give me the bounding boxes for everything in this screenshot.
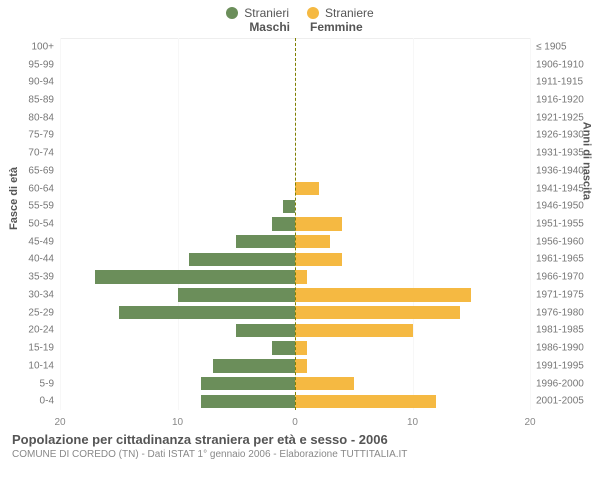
y-axis-label-left: Fasce di età bbox=[8, 167, 20, 230]
bar-female bbox=[295, 253, 342, 266]
birth-year-label: 1936-1940 bbox=[530, 165, 584, 176]
birth-year-label: 1971-1975 bbox=[530, 289, 584, 300]
bar-female bbox=[295, 235, 330, 248]
x-tick-label: 20 bbox=[524, 417, 535, 428]
birth-year-label: 1966-1970 bbox=[530, 272, 584, 283]
bar-female bbox=[295, 306, 460, 319]
age-group-label: 0-4 bbox=[40, 396, 60, 407]
bar-male bbox=[272, 217, 296, 230]
age-group-label: 100+ bbox=[31, 41, 60, 52]
age-group-label: 50-54 bbox=[28, 219, 60, 230]
age-group-label: 25-29 bbox=[28, 307, 60, 318]
bar-male bbox=[272, 341, 296, 354]
birth-year-label: 1951-1955 bbox=[530, 219, 584, 230]
x-tick-label: 0 bbox=[292, 417, 298, 428]
bar-female bbox=[295, 377, 354, 390]
footer: Popolazione per cittadinanza straniera p… bbox=[0, 428, 600, 460]
age-group-label: 40-44 bbox=[28, 254, 60, 265]
bar-female bbox=[295, 217, 342, 230]
bar-female bbox=[295, 359, 307, 372]
bar-male bbox=[201, 395, 295, 408]
birth-year-label: 1906-1910 bbox=[530, 59, 584, 70]
bar-male bbox=[283, 200, 295, 213]
birth-year-label: 1961-1965 bbox=[530, 254, 584, 265]
bar-male bbox=[178, 288, 296, 301]
birth-year-label: 1926-1930 bbox=[530, 130, 584, 141]
footer-subtitle: COMUNE DI COREDO (TN) - Dati ISTAT 1° ge… bbox=[12, 447, 600, 460]
pyramid-chart-container: Stranieri Straniere Maschi Femmine Fasce… bbox=[0, 0, 600, 500]
bar-male bbox=[236, 324, 295, 337]
birth-year-label: 1941-1945 bbox=[530, 183, 584, 194]
age-group-label: 60-64 bbox=[28, 183, 60, 194]
birth-year-label: 1956-1960 bbox=[530, 236, 584, 247]
age-group-label: 5-9 bbox=[40, 378, 60, 389]
bar-male bbox=[95, 270, 295, 283]
legend-swatch-male bbox=[226, 7, 238, 19]
birth-year-label: 1916-1920 bbox=[530, 95, 584, 106]
x-tick-label: 10 bbox=[407, 417, 418, 428]
chart-area: 100+≤ 190595-991906-191090-941911-191585… bbox=[60, 38, 530, 428]
legend-label-male: Stranieri bbox=[244, 6, 289, 20]
birth-year-label: 1921-1925 bbox=[530, 112, 584, 123]
age-group-label: 10-14 bbox=[28, 360, 60, 371]
birth-year-label: 1991-1995 bbox=[530, 360, 584, 371]
age-group-label: 70-74 bbox=[28, 148, 60, 159]
bar-female bbox=[295, 288, 471, 301]
age-group-label: 80-84 bbox=[28, 112, 60, 123]
age-group-label: 55-59 bbox=[28, 201, 60, 212]
birth-year-label: 2001-2005 bbox=[530, 396, 584, 407]
age-group-label: 20-24 bbox=[28, 325, 60, 336]
age-group-label: 15-19 bbox=[28, 343, 60, 354]
bar-female bbox=[295, 395, 436, 408]
birth-year-label: 1911-1915 bbox=[530, 77, 583, 88]
bar-male bbox=[236, 235, 295, 248]
legend-label-female: Straniere bbox=[325, 6, 374, 20]
legend-item-male: Stranieri bbox=[226, 6, 289, 20]
age-group-label: 45-49 bbox=[28, 236, 60, 247]
header-female: Femmine bbox=[310, 20, 363, 34]
bar-male bbox=[119, 306, 295, 319]
x-tick-label: 20 bbox=[54, 417, 65, 428]
birth-year-label: 1931-1935 bbox=[530, 148, 584, 159]
bar-female bbox=[295, 324, 413, 337]
bar-female bbox=[295, 270, 307, 283]
birth-year-label: 1996-2000 bbox=[530, 378, 584, 389]
bar-male bbox=[213, 359, 295, 372]
column-headers: Maschi Femmine bbox=[0, 20, 600, 38]
age-group-label: 75-79 bbox=[28, 130, 60, 141]
legend-swatch-female bbox=[307, 7, 319, 19]
bar-male bbox=[201, 377, 295, 390]
age-group-label: 95-99 bbox=[28, 59, 60, 70]
birth-year-label: ≤ 1905 bbox=[530, 41, 567, 52]
footer-title: Popolazione per cittadinanza straniera p… bbox=[12, 428, 600, 447]
birth-year-label: 1946-1950 bbox=[530, 201, 584, 212]
birth-year-label: 1986-1990 bbox=[530, 343, 584, 354]
legend-item-female: Straniere bbox=[307, 6, 374, 20]
age-group-label: 65-69 bbox=[28, 165, 60, 176]
legend: Stranieri Straniere bbox=[0, 0, 600, 20]
age-group-label: 90-94 bbox=[28, 77, 60, 88]
bar-female bbox=[295, 182, 319, 195]
bar-female bbox=[295, 341, 307, 354]
header-male: Maschi bbox=[249, 20, 290, 34]
birth-year-label: 1976-1980 bbox=[530, 307, 584, 318]
x-tick-label: 10 bbox=[172, 417, 183, 428]
birth-year-label: 1981-1985 bbox=[530, 325, 584, 336]
age-group-label: 30-34 bbox=[28, 289, 60, 300]
x-axis-ticks: 201001020 bbox=[60, 412, 530, 428]
center-line bbox=[295, 38, 296, 410]
age-group-label: 35-39 bbox=[28, 272, 60, 283]
age-group-label: 85-89 bbox=[28, 95, 60, 106]
bar-male bbox=[189, 253, 295, 266]
